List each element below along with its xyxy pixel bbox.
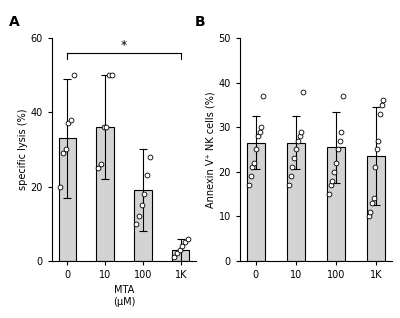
- Point: [369, 200, 375, 205]
- Y-axis label: specific lysis (%): specific lysis (%): [18, 109, 28, 190]
- Point: [291, 156, 297, 161]
- Point: [375, 138, 382, 143]
- Point: [60, 151, 66, 156]
- Bar: [247, 143, 265, 261]
- Point: [333, 160, 339, 165]
- Point: [378, 102, 385, 107]
- Point: [289, 165, 296, 170]
- Point: [95, 165, 101, 170]
- Point: [258, 125, 264, 130]
- X-axis label: MTA
(μM): MTA (μM): [113, 285, 135, 307]
- Point: [367, 209, 374, 214]
- Bar: [58, 138, 76, 261]
- Point: [366, 214, 372, 219]
- Point: [147, 154, 153, 159]
- Point: [336, 138, 343, 143]
- Point: [171, 254, 177, 259]
- Bar: [172, 250, 190, 261]
- Point: [286, 183, 292, 188]
- Point: [293, 147, 299, 152]
- Point: [254, 134, 261, 139]
- Bar: [327, 147, 345, 261]
- Point: [103, 125, 110, 130]
- Point: [179, 243, 186, 248]
- Point: [331, 169, 338, 174]
- Point: [184, 236, 191, 241]
- Point: [328, 183, 334, 188]
- Bar: [367, 156, 385, 261]
- Point: [133, 221, 139, 226]
- Point: [370, 196, 377, 201]
- Point: [260, 93, 266, 99]
- Point: [98, 162, 104, 167]
- Point: [329, 178, 336, 183]
- Point: [246, 183, 252, 188]
- Bar: [96, 127, 114, 261]
- Point: [141, 191, 148, 197]
- Bar: [134, 190, 152, 261]
- Point: [176, 247, 183, 252]
- Text: B: B: [194, 15, 205, 29]
- Point: [294, 138, 301, 143]
- Point: [62, 147, 69, 152]
- Point: [377, 111, 383, 116]
- Point: [106, 73, 112, 78]
- Point: [372, 165, 378, 170]
- Point: [256, 129, 263, 134]
- Point: [340, 93, 346, 99]
- Point: [109, 73, 115, 78]
- Point: [335, 147, 341, 152]
- Text: A: A: [9, 15, 20, 29]
- Point: [136, 214, 142, 219]
- Point: [65, 121, 72, 126]
- Point: [374, 147, 380, 152]
- Point: [253, 147, 259, 152]
- Point: [298, 129, 304, 134]
- Point: [247, 174, 254, 179]
- Point: [287, 174, 294, 179]
- Bar: [287, 143, 305, 261]
- Point: [380, 98, 386, 103]
- Text: *: *: [121, 39, 127, 52]
- Point: [338, 129, 345, 134]
- Point: [71, 73, 77, 78]
- Point: [174, 251, 180, 256]
- Point: [326, 191, 332, 197]
- Point: [182, 240, 188, 245]
- Point: [138, 203, 145, 208]
- Point: [300, 89, 306, 94]
- Y-axis label: Annexin V⁺ NK cells (%): Annexin V⁺ NK cells (%): [206, 91, 216, 208]
- Point: [144, 173, 150, 178]
- Point: [251, 160, 257, 165]
- Point: [249, 165, 256, 170]
- Point: [296, 134, 303, 139]
- Point: [57, 184, 64, 189]
- Point: [100, 125, 107, 130]
- Point: [68, 117, 74, 122]
